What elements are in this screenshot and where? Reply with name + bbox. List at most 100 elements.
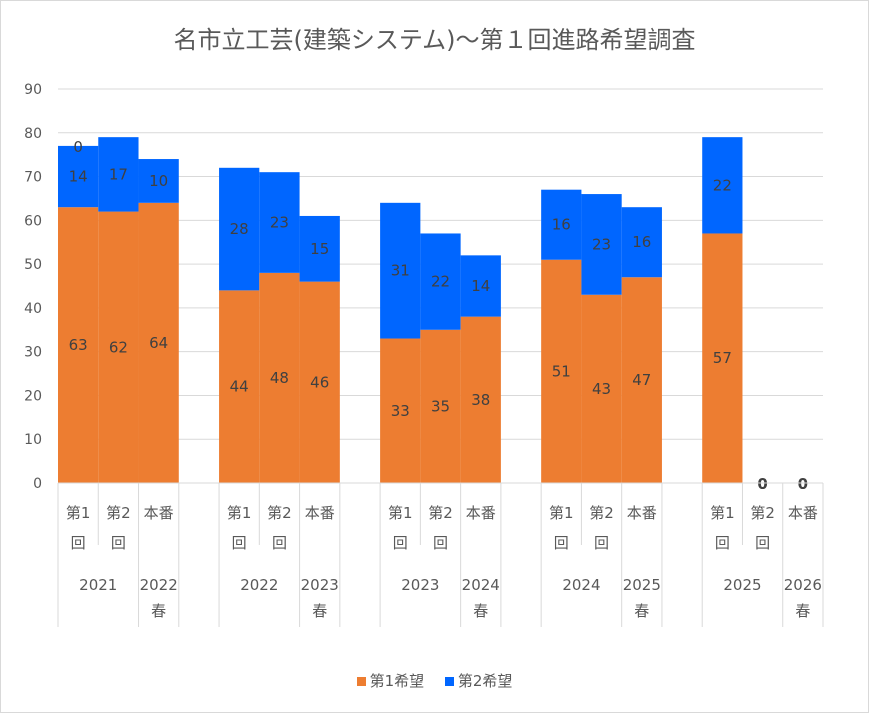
x-group-label: 2026 [784, 576, 822, 594]
data-label-first: 46 [310, 373, 329, 391]
bar-second-choice [98, 137, 139, 212]
data-label-first: 57 [713, 349, 732, 367]
legend-label-first: 第1希望 [369, 672, 425, 690]
x-group-label: 春 [634, 602, 649, 620]
bar-second-choice [581, 194, 622, 295]
x-category-label: 第2 [106, 504, 131, 522]
data-label-first: 38 [471, 391, 490, 409]
data-label-first: 33 [391, 402, 410, 420]
y-tick-label: 10 [24, 432, 42, 448]
y-tick-label: 30 [24, 345, 42, 361]
data-label-second: 14 [471, 277, 490, 295]
x-category-label: 回 [755, 534, 770, 552]
data-label-second: 16 [632, 233, 651, 251]
data-label-second: 10 [149, 172, 168, 190]
x-category-label: 第1 [227, 504, 252, 522]
x-category-label: 第2 [428, 504, 453, 522]
data-label-zero: 0 [757, 475, 767, 493]
y-tick-label: 40 [24, 301, 42, 317]
legend-item-first: 第1希望 [356, 670, 425, 691]
x-category-label: 第1 [710, 504, 735, 522]
data-label-zero: 0 [798, 475, 808, 493]
bar-second-choice [541, 189, 582, 260]
x-category-label: 本番 [627, 504, 657, 522]
legend-label-second: 第2希望 [457, 672, 513, 690]
data-label-second: 17 [109, 165, 128, 183]
x-group-label: 春 [312, 602, 327, 620]
bar-first-choice [219, 290, 260, 483]
bar-second-choice [219, 167, 260, 291]
x-category-label: 回 [594, 534, 609, 552]
bar-first-choice [98, 211, 139, 484]
legend: 第1希望 第2希望 [0, 670, 869, 691]
y-tick-label: 50 [24, 257, 42, 273]
y-tick-label: 0 [33, 476, 42, 492]
x-category-label: 第2 [750, 504, 775, 522]
bar-second-choice [460, 255, 501, 317]
x-group-label: 2025 [723, 576, 761, 594]
data-label-second: 14 [69, 168, 88, 186]
bar-second-choice [380, 202, 421, 339]
x-category-label: 本番 [144, 504, 174, 522]
data-label-first: 47 [632, 371, 651, 389]
x-group-label: 2024 [462, 576, 500, 594]
data-label-first: 51 [552, 362, 571, 380]
data-label-first: 43 [592, 380, 611, 398]
x-category-label: 回 [715, 534, 730, 552]
x-category-label: 回 [272, 534, 287, 552]
bar-first-choice [299, 281, 340, 483]
bar-first-choice [380, 338, 421, 483]
bar-second-choice [420, 233, 461, 330]
data-label-second: 23 [592, 235, 611, 253]
y-tick-label: 70 [24, 170, 42, 186]
bar-first-choice [58, 207, 99, 483]
x-category-label: 回 [433, 534, 448, 552]
x-category-label: 回 [554, 534, 569, 552]
y-tick-label: 80 [24, 126, 42, 142]
x-group-label: 2023 [401, 576, 439, 594]
bar-second-choice [259, 172, 300, 273]
x-group-label: 春 [795, 602, 810, 620]
x-group-label: 2023 [301, 576, 339, 594]
bar-second-choice [138, 159, 179, 203]
data-label-second: 15 [310, 240, 329, 258]
x-category-label: 本番 [305, 504, 335, 522]
data-label-second: 28 [230, 220, 249, 238]
chart-title: 名市立工芸(建築システム)～第１回進路希望調査 [173, 26, 696, 54]
data-label-second: 23 [270, 214, 289, 232]
x-category-label: 回 [71, 534, 86, 552]
bar-first-choice [702, 233, 743, 483]
bar-first-choice [541, 259, 582, 483]
x-category-label: 回 [393, 534, 408, 552]
bar-second-choice [58, 145, 99, 208]
x-category-label: 本番 [466, 504, 496, 522]
x-category-label: 第2 [267, 504, 292, 522]
x-category-label: 第1 [549, 504, 574, 522]
data-label-first: 48 [270, 369, 289, 387]
x-group-label: 2021 [79, 576, 117, 594]
x-group-label: 2025 [623, 576, 661, 594]
y-axis: 0 10 20 30 40 50 60 70 80 90 [24, 82, 42, 492]
data-label-first: 35 [431, 397, 450, 415]
y-tick-label: 20 [24, 388, 42, 404]
x-category-label: 回 [111, 534, 126, 552]
bar-first-choice [460, 316, 501, 483]
data-label-first: 44 [230, 378, 249, 396]
bar-first-choice [621, 277, 662, 483]
data-label-zero: 0 [73, 138, 83, 156]
data-label-first: 64 [149, 334, 168, 352]
bar-layer: 63 14 0 62 17 64 10 44 28 48 23 46 15 33 31 35 22 38 14 51 1… [58, 137, 808, 493]
x-category-label: 第1 [388, 504, 413, 522]
data-label-second: 16 [552, 216, 571, 234]
data-label-first: 62 [109, 338, 128, 356]
y-tick-label: 60 [24, 213, 42, 229]
data-label-second: 22 [431, 273, 450, 291]
x-category-label: 第1 [66, 504, 91, 522]
x-group-label: 2022 [140, 576, 178, 594]
bar-second-choice [299, 215, 340, 282]
bar-first-choice [259, 272, 300, 483]
legend-swatch-first [356, 677, 366, 686]
x-group-label: 春 [473, 602, 488, 620]
